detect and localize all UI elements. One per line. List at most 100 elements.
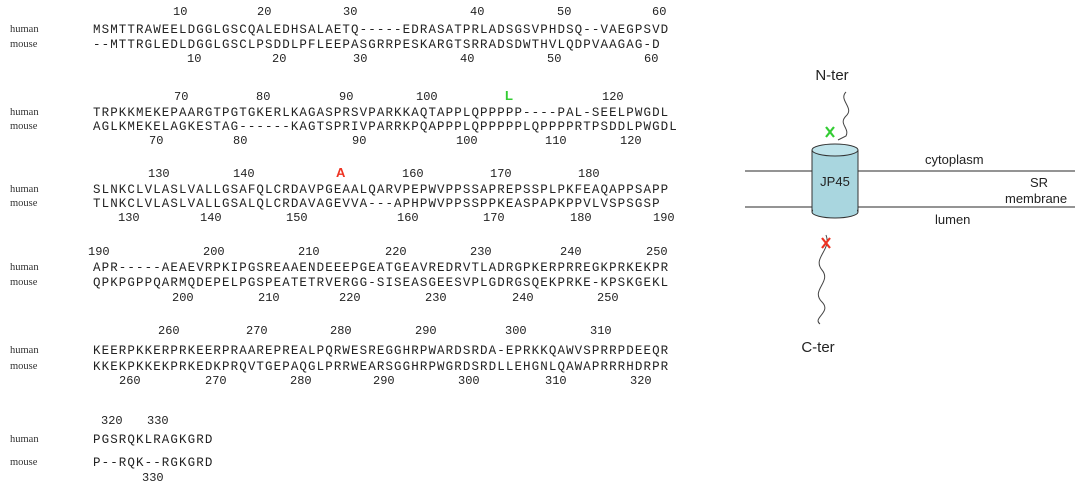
position-number: 280 (330, 324, 352, 338)
cylinder-fill (813, 150, 857, 211)
sequence: APR-----AEAEVRPKIPGSREAAENDEEEPGEATGEAVR… (93, 261, 670, 275)
sequence: KEERPKKERPRKEERPRAAREPREALPQRWESREGGHRPW… (93, 344, 670, 358)
species-label: human (10, 184, 39, 195)
position-number: 240 (560, 245, 582, 259)
position-number: 130 (118, 211, 140, 225)
species-label: human (10, 107, 39, 118)
c-terminus-label: C-ter (801, 339, 834, 356)
position-number: 290 (373, 374, 395, 388)
position-number: 160 (397, 211, 419, 225)
position-number: 120 (602, 90, 624, 104)
position-number: 190 (653, 211, 675, 225)
position-number: 90 (352, 134, 367, 148)
position-number: 10 (187, 52, 202, 66)
position-number: 200 (172, 291, 194, 305)
sequence: PGSRQKLRAGKGRD (93, 433, 214, 447)
species-label: mouse (10, 457, 38, 468)
sequence: P--RQK--RGKGRD (93, 456, 214, 470)
position-number: 30 (343, 5, 358, 19)
species-label: mouse (10, 121, 38, 132)
position-number: 90 (339, 90, 354, 104)
position-number: 310 (590, 324, 612, 338)
position-number: 150 (286, 211, 308, 225)
position-number: 170 (483, 211, 505, 225)
position-number: 140 (233, 167, 255, 181)
species-label: mouse (10, 39, 38, 50)
position-number: 50 (557, 5, 572, 19)
mutation-annotation: L (505, 88, 513, 103)
position-number: 80 (233, 134, 248, 148)
species-label: mouse (10, 361, 38, 372)
position-number: 250 (646, 245, 668, 259)
position-number: 140 (200, 211, 222, 225)
position-number: 210 (258, 291, 280, 305)
position-number: 40 (460, 52, 475, 66)
position-number: 170 (490, 167, 512, 181)
position-number: 100 (416, 90, 438, 104)
position-number: 190 (88, 245, 110, 259)
position-number: 260 (119, 374, 141, 388)
position-number: 110 (545, 134, 567, 148)
position-number: 260 (158, 324, 180, 338)
position-number: 50 (547, 52, 562, 66)
position-number: 300 (458, 374, 480, 388)
position-number: 60 (652, 5, 667, 19)
position-number: 230 (425, 291, 447, 305)
cylinder-top (811, 143, 859, 157)
position-number: 20 (272, 52, 287, 66)
position-number: 40 (470, 5, 485, 19)
position-number: 270 (246, 324, 268, 338)
position-number: 180 (570, 211, 592, 225)
position-number: 250 (597, 291, 619, 305)
position-number: 10 (173, 5, 188, 19)
c-tail (817, 234, 828, 325)
position-number: 330 (147, 414, 169, 428)
sequence: --MTTRGLEDLDGGLGSCLPSDDLPFLEEPASGRRPESKA… (93, 38, 661, 52)
position-number: 60 (644, 52, 659, 66)
position-number: 240 (512, 291, 534, 305)
sequence: KKEKPKKEKPRKEDKPRQVTGEPAQGLPRRWEARSGGHRP… (93, 360, 670, 374)
green-x-marker (825, 126, 835, 138)
position-number: 70 (174, 90, 189, 104)
sequence: TRPKKMEKEPAARGTPGTGKERLKAGASPRSVPARKKAQT… (93, 106, 670, 120)
position-number: 220 (385, 245, 407, 259)
n-tail (837, 91, 850, 141)
position-number: 20 (257, 5, 272, 19)
protein-label: JP45 (820, 174, 850, 189)
position-number: 320 (630, 374, 652, 388)
species-label: mouse (10, 277, 38, 288)
n-terminus-label: N-ter (815, 67, 848, 84)
mutation-annotation: A (336, 165, 346, 180)
lumen-label: lumen (935, 212, 970, 227)
position-number: 230 (470, 245, 492, 259)
red-x-marker (821, 237, 831, 249)
position-number: 160 (402, 167, 424, 181)
position-number: 290 (415, 324, 437, 338)
position-number: 270 (205, 374, 227, 388)
species-label: human (10, 262, 39, 273)
cytoplasm-label: cytoplasm (925, 152, 984, 167)
position-number: 310 (545, 374, 567, 388)
membrane-label: membrane (1005, 191, 1067, 206)
position-number: 320 (101, 414, 123, 428)
species-label: human (10, 434, 39, 445)
position-number: 330 (142, 471, 164, 485)
position-number: 30 (353, 52, 368, 66)
position-number: 80 (256, 90, 271, 104)
position-number: 180 (578, 167, 600, 181)
position-number: 300 (505, 324, 527, 338)
sequence: AGLKMEKELAGKESTAG------KAGTSPRIVPARRKPQA… (93, 120, 678, 134)
position-number: 70 (149, 134, 164, 148)
position-number: 120 (620, 134, 642, 148)
sequence: TLNKCLVLASLVALLGSALQLCRDAVAGEVVA---APHPW… (93, 197, 661, 211)
position-number: 130 (148, 167, 170, 181)
position-number: 200 (203, 245, 225, 259)
sequence: SLNKCLVLASLVALLGSAFQLCRDAVPGEAALQARVPEPW… (93, 183, 670, 197)
sr-label: SR (1030, 175, 1048, 190)
sequence: QPKPGPPQARMQDEPELPGSPEATETRVERGG-SISEASG… (93, 276, 670, 290)
position-number: 220 (339, 291, 361, 305)
position-number: 280 (290, 374, 312, 388)
position-number: 100 (456, 134, 478, 148)
species-label: mouse (10, 198, 38, 209)
